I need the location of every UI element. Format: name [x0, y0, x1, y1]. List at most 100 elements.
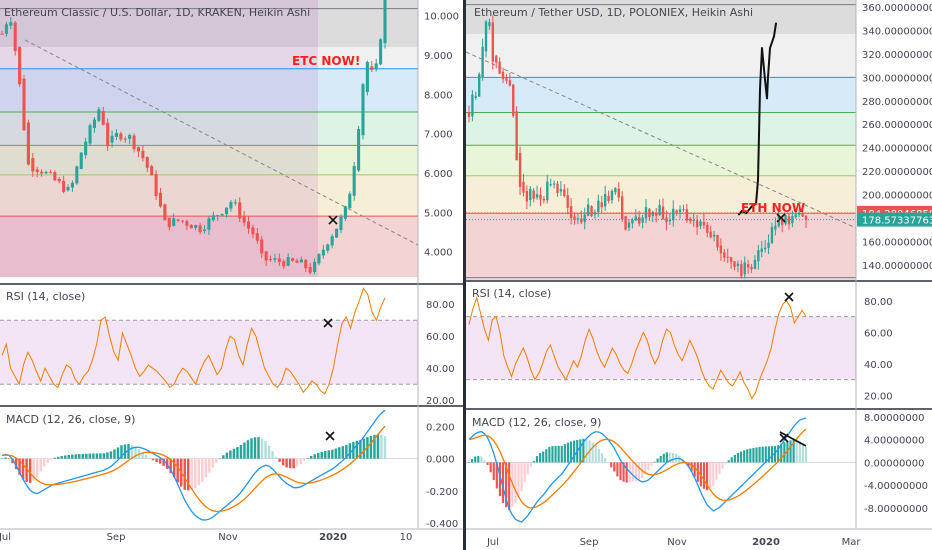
eth-candle-body	[682, 209, 685, 211]
etc-candle-body	[357, 129, 361, 171]
etc-macd-bar	[92, 453, 95, 459]
etc-macd-bar	[81, 453, 85, 459]
etc-candle-body	[53, 172, 57, 181]
etc-rsi-tick: 60.00	[426, 332, 455, 343]
etc-candle-body	[132, 135, 136, 150]
eth-macd-line	[468, 417, 807, 523]
eth-fib-band	[466, 33, 856, 78]
etc-macd-bar	[285, 458, 288, 468]
etc-macd-bar	[7, 458, 11, 460]
eth-candle-body	[563, 189, 566, 197]
eth-candle-body	[801, 212, 804, 217]
etc-candle-body	[114, 132, 119, 137]
eth-macd-tick: -4.00000000	[864, 481, 928, 492]
etc-rsi-tick: 40.00	[426, 364, 455, 375]
eth-macd-bar	[532, 460, 536, 463]
etc-candle-body	[321, 249, 325, 256]
eth-macd-bar	[607, 462, 610, 463]
eth-macd-bar	[724, 462, 727, 464]
eth-macd-bar	[594, 444, 597, 463]
eth-candle-body	[757, 250, 760, 262]
eth-candle-body	[620, 196, 624, 220]
eth-candle-body	[559, 188, 563, 192]
etc-macd-bar	[201, 458, 204, 482]
etc-candle-body	[57, 178, 61, 182]
eth-macd-bar	[551, 446, 554, 463]
etc-macd-tick: 0.000	[426, 455, 455, 466]
eth-rsi-label: RSI (14, close)	[472, 287, 551, 300]
etc-macd-bar	[373, 434, 376, 459]
eth-macd-bar	[758, 447, 761, 463]
etc-candle-body	[119, 133, 123, 140]
etc-candle-body	[48, 172, 52, 174]
etc-price-tick: 4.000	[424, 248, 453, 259]
eth-candle-body	[651, 211, 655, 216]
eth-macd-bar	[548, 446, 551, 463]
etc-price-tick: 9.000	[424, 51, 453, 62]
eth-macd-bar	[634, 462, 638, 482]
etc-price-tick: 6.000	[424, 169, 453, 180]
etc-macd-bar	[246, 440, 250, 459]
eth-macd-slash-mark	[779, 431, 807, 447]
etc-macd-bar	[130, 444, 134, 459]
etc-candle-body	[317, 254, 321, 264]
etc-macd-tick: 0.200	[426, 422, 455, 433]
eth-candle-body	[740, 264, 743, 277]
eth-candle-body	[478, 73, 481, 97]
eth-x-tick: Sep	[580, 537, 599, 548]
etc-macd-bar	[116, 447, 120, 459]
etc-macd-bar	[113, 449, 116, 459]
eth-signal-line	[468, 428, 807, 509]
eth-price-tick: 240.00000000	[862, 144, 932, 155]
etc-macd-bar	[306, 458, 309, 459]
etc-price-tick: 5.000	[424, 208, 453, 219]
etc-candle-body	[198, 225, 202, 232]
etc-macd-bar	[359, 439, 362, 459]
eth-candle-body	[709, 231, 712, 238]
eth-candle-body	[729, 257, 733, 263]
etc-candle-body	[348, 193, 352, 209]
eth-candle-body	[624, 216, 627, 230]
eth-candle-body	[661, 206, 665, 220]
etc-candle-body	[260, 239, 264, 254]
etc-macd-bar	[250, 438, 253, 459]
etc-macd-bar	[243, 442, 246, 459]
etc-rsi-band	[0, 320, 418, 385]
eth-macd-bar	[495, 462, 498, 489]
etc-candle-body	[189, 224, 193, 229]
etc-macd-bar	[376, 434, 380, 459]
etc-macd-bar	[176, 458, 179, 483]
etc-candle-body	[31, 158, 35, 172]
eth-macd-bar	[474, 456, 477, 463]
etc-candle-body	[158, 192, 163, 207]
eth-candle-body	[672, 208, 675, 221]
etc-macd-bar	[324, 450, 327, 459]
etc-fib-band	[0, 47, 418, 69]
eth-candle-body	[556, 183, 559, 193]
eth-macd-bar	[749, 448, 752, 463]
etc-candle-body	[97, 109, 101, 121]
eth-macd-bar	[668, 452, 672, 463]
etc-macd-bar	[120, 445, 123, 459]
etc-candle-body	[207, 218, 211, 230]
eth-macd-bar	[798, 441, 801, 463]
eth-macd-bar	[529, 462, 532, 467]
etc-annotation: ETC NOW!	[292, 54, 360, 68]
etc-x-tick: Nov	[218, 532, 238, 543]
eth-candle-body	[590, 206, 593, 217]
etc-macd-bar	[151, 458, 155, 461]
eth-candle-body	[678, 209, 682, 213]
etc-rsi-scale: 80.00 60.00 40.00 20.00	[426, 300, 455, 407]
etc-candle-body	[123, 138, 127, 140]
etc-candle-body	[163, 204, 167, 221]
eth-macd-bar	[560, 445, 563, 463]
etc-candle-body	[185, 221, 189, 226]
etc-candle-body	[216, 215, 220, 217]
etc-signal-line	[1, 425, 386, 513]
etc-macd-bar	[229, 450, 232, 459]
etc-rsi-tick: 20.00	[426, 396, 455, 407]
eth-candle-body	[716, 235, 719, 248]
eth-macd-tick: 8.00000000	[864, 413, 924, 424]
eth-candle-body	[603, 193, 607, 207]
eth-fib-bands	[466, 0, 856, 280]
